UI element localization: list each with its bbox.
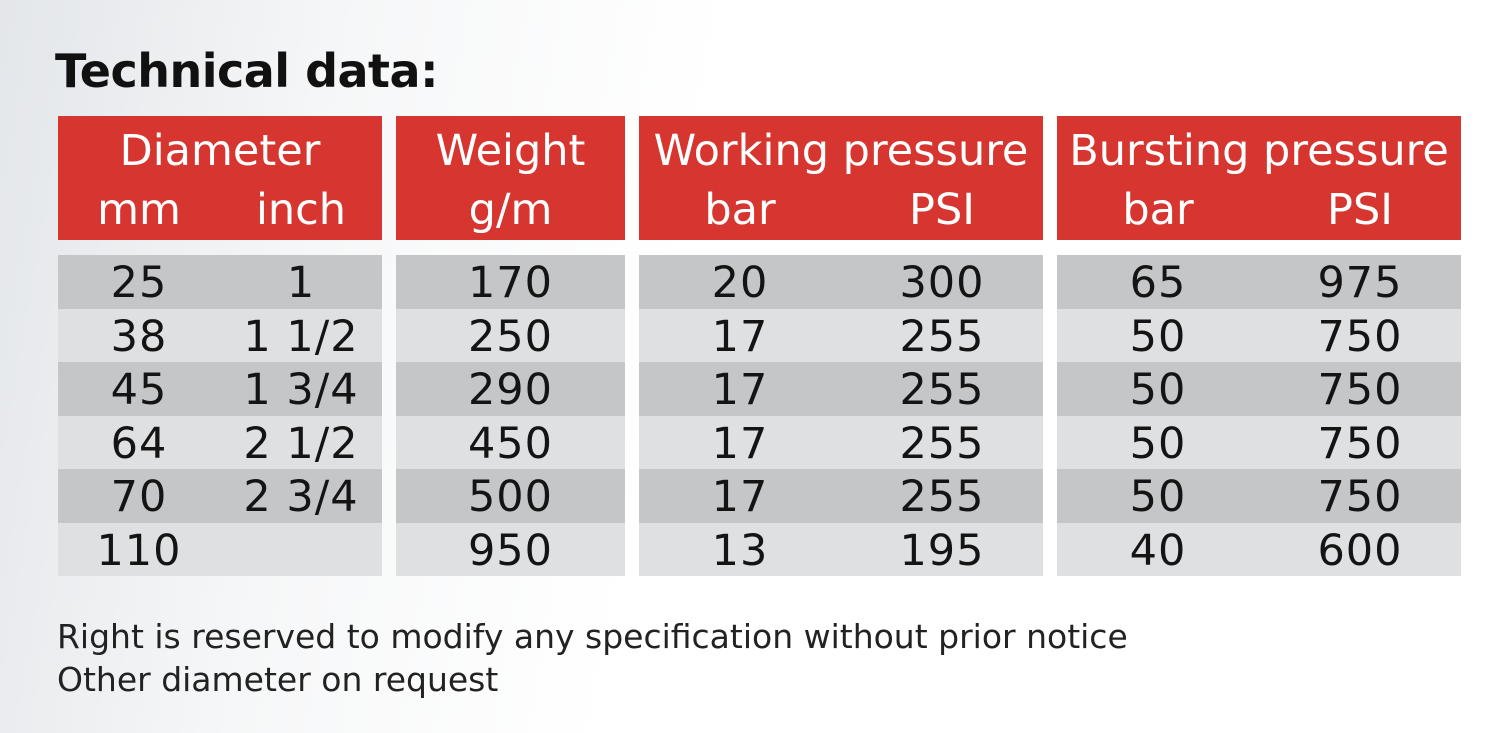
diameter-inch-header: inch: [255, 185, 347, 235]
table-row: 170: [396, 255, 625, 309]
table-row: 250: [396, 308, 625, 362]
table-row: 13 195: [639, 522, 1043, 576]
diameter-column-group: Diameter mm inch 25 1 38 1 1/2 45 1 3/4 …: [58, 116, 382, 576]
table-row: 50 750: [1057, 362, 1461, 416]
working-psi-cell: 195: [899, 525, 985, 576]
diameter-inch-cell: [220, 523, 382, 577]
bursting-pressure-body: 65 975 50 750 50 750 50 750 50 750 40 60…: [1057, 255, 1461, 576]
diameter-inch-cell: 2 1/2: [243, 418, 359, 469]
working-bar-cell: 17: [711, 472, 769, 522]
working-pressure-column-group: Working pressure bar PSI 20 300 17 255 1…: [639, 116, 1043, 576]
bursting-pressure-header: Bursting pressure bar PSI: [1057, 116, 1461, 240]
bursting-bar-cell: 50: [1129, 418, 1187, 469]
working-psi-cell: 255: [899, 472, 985, 522]
bursting-pressure-column-group: Bursting pressure bar PSI 65 975 50 750 …: [1057, 116, 1461, 576]
table-row: 65 975: [1057, 255, 1461, 309]
table-row: 17 255: [639, 308, 1043, 362]
diameter-mm-cell: 45: [110, 365, 168, 415]
table-row: 450: [396, 415, 625, 469]
bursting-psi-cell: 750: [1317, 472, 1403, 522]
weight-unit-header: g/m: [468, 185, 553, 235]
table-row: 17 255: [639, 469, 1043, 523]
diameter-mm-cell: 38: [110, 311, 168, 362]
table-row: 70 2 3/4: [58, 469, 382, 523]
weight-cell: 450: [467, 418, 554, 469]
table-row: 290: [396, 362, 625, 416]
table-row: 17 255: [639, 415, 1043, 469]
table-row: 110: [58, 522, 382, 577]
working-psi-cell: 300: [899, 258, 985, 308]
working-pressure-body: 20 300 17 255 17 255 17 255 17 255 13 19…: [639, 255, 1043, 576]
bursting-bar-cell: 65: [1129, 258, 1187, 308]
bursting-psi-cell: 975: [1317, 258, 1403, 308]
bursting-psi-header: PSI: [1327, 185, 1393, 235]
working-bar-header: bar: [704, 185, 776, 235]
weight-column-group: Weight g/m 170 250 290 450 500 950: [396, 116, 625, 576]
working-psi-cell: 255: [899, 365, 985, 415]
working-bar-cell: 17: [711, 365, 769, 415]
bursting-psi-cell: 600: [1317, 525, 1403, 576]
working-bar-cell: 13: [711, 525, 769, 576]
table-row: 40 600: [1057, 522, 1461, 576]
working-psi-cell: 255: [899, 311, 985, 362]
bursting-pressure-header-title: Bursting pressure: [1069, 126, 1449, 176]
table-row: 17 255: [639, 362, 1043, 416]
page-title: Technical data:: [55, 44, 438, 98]
bursting-bar-cell: 50: [1129, 365, 1187, 415]
diameter-mm-cell: 25: [110, 258, 168, 308]
weight-cell: 290: [467, 365, 554, 415]
working-psi-cell: 255: [899, 418, 985, 469]
working-bar-cell: 20: [711, 258, 769, 308]
weight-cell: 500: [467, 472, 554, 522]
diameter-mm-cell: 110: [96, 525, 182, 576]
weight-body: 170 250 290 450 500 950: [396, 255, 625, 576]
diameter-inch-cell: 1 3/4: [243, 365, 359, 415]
bursting-psi-cell: 750: [1317, 365, 1403, 415]
diameter-body: 25 1 38 1 1/2 45 1 3/4 64 2 1/2 70 2 3/4…: [58, 255, 382, 576]
table-row: 64 2 1/2: [58, 415, 382, 469]
bursting-bar-cell: 50: [1129, 472, 1187, 522]
footnote-other-diameter: Other diameter on request: [57, 660, 499, 699]
table-row: 50 750: [1057, 415, 1461, 469]
working-psi-header: PSI: [909, 185, 975, 235]
weight-cell: 170: [467, 258, 554, 308]
diameter-mm-header: mm: [97, 185, 181, 235]
table-row: 500: [396, 469, 625, 523]
weight-header: Weight g/m: [396, 116, 625, 240]
diameter-inch-cell: 2 3/4: [243, 472, 359, 522]
bursting-bar-cell: 40: [1129, 525, 1187, 576]
diameter-inch-cell: 1: [286, 258, 316, 308]
diameter-header: Diameter mm inch: [58, 116, 382, 240]
footnote-specification-notice: Right is reserved to modify any specific…: [57, 617, 1128, 656]
diameter-inch-cell: 1 1/2: [243, 311, 359, 362]
table-row: 38 1 1/2: [58, 308, 382, 362]
bursting-bar-cell: 50: [1129, 311, 1187, 362]
diameter-mm-cell: 64: [110, 418, 168, 469]
bursting-bar-header: bar: [1122, 185, 1194, 235]
table-row: 25 1: [58, 255, 382, 309]
table-row: 950: [396, 522, 625, 576]
weight-cell: 250: [467, 311, 554, 362]
bursting-psi-cell: 750: [1317, 311, 1403, 362]
table-row: 45 1 3/4: [58, 362, 382, 416]
weight-header-title: Weight: [435, 126, 586, 176]
weight-cell: 950: [467, 525, 554, 576]
bursting-psi-cell: 750: [1317, 418, 1403, 469]
working-bar-cell: 17: [711, 418, 769, 469]
diameter-mm-cell: 70: [110, 472, 168, 522]
working-bar-cell: 17: [711, 311, 769, 362]
table-row: 50 750: [1057, 308, 1461, 362]
table-row: 20 300: [639, 255, 1043, 309]
working-pressure-header: Working pressure bar PSI: [639, 116, 1043, 240]
diameter-header-title: Diameter: [119, 126, 321, 176]
working-pressure-header-title: Working pressure: [653, 126, 1029, 176]
table-row: 50 750: [1057, 469, 1461, 523]
